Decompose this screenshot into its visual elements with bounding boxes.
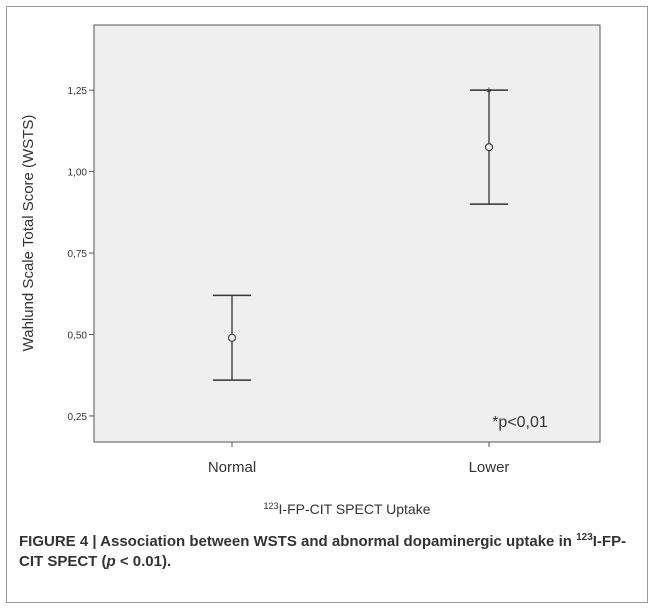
caption-tail-b: < 0.01). [115, 553, 172, 570]
mean-point [227, 333, 237, 342]
y-axis-ticks: 0,25 0,50 0,75 1,00 1,25 [68, 86, 94, 423]
error-bars [213, 89, 508, 381]
figure-caption: FIGURE 4 | Association between WSTS and … [19, 532, 629, 572]
x-axis-label: 123I-FP-CIT SPECT Uptake [264, 501, 431, 517]
y-tick-label: 0,50 [68, 330, 88, 341]
caption-p-symbol: p [106, 553, 116, 570]
x-axis-label-text: I-FP-CIT SPECT Uptake [279, 501, 431, 517]
x-axis-label-superscript: 123 [264, 501, 279, 511]
caption-lead: FIGURE 4 | Association between WSTS and … [19, 533, 577, 550]
significance-star: * [486, 84, 492, 100]
errorbar-chart: 0,25 0,50 0,75 1,00 1,25 Normal Lower Wahlund… [20, 24, 601, 517]
caption-superscript: 123 [576, 532, 593, 543]
y-tick-label: 0,75 [68, 249, 88, 260]
p-value-note: *p<0,01 [492, 414, 548, 431]
plot-area [93, 24, 601, 443]
x-tick-label: Normal [208, 459, 256, 476]
y-axis-label: Wahlund Scale Total Score (WSTS) [20, 115, 37, 352]
x-tick-label: Lower [469, 459, 510, 476]
x-axis-ticks: Normal Lower [208, 442, 510, 476]
caption-tail-a: I-FP-CIT SPECT ( [19, 533, 627, 570]
y-tick-label: 0,25 [68, 412, 88, 423]
y-tick-label: 1,00 [68, 168, 88, 179]
y-tick-label: 1,25 [68, 86, 88, 97]
mean-point [484, 143, 494, 152]
